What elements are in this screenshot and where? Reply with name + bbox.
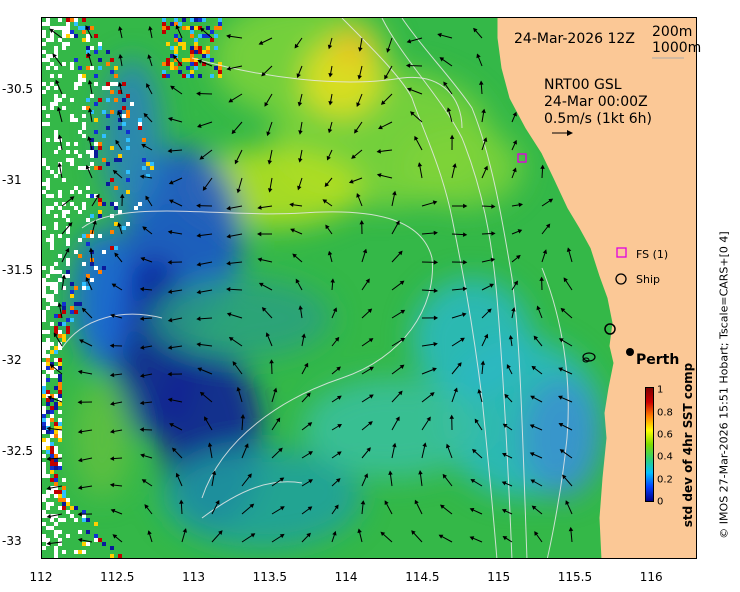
sst-field: [42, 18, 696, 558]
y-tick-label: -32.5: [2, 443, 34, 458]
current-title: NRT00 GSL: [544, 77, 622, 93]
colorbar-tick: 0.4: [657, 451, 673, 463]
x-tick-label: 114: [334, 570, 358, 584]
colorbar-tick: 0: [657, 496, 664, 508]
colorbar-tick: 0.2: [657, 474, 673, 486]
fs-legend-icon: [616, 247, 627, 258]
current-scale-arrow-head: [567, 130, 573, 136]
fs-legend-label: FS (1): [636, 248, 669, 261]
ship-legend-icon: [615, 273, 627, 285]
x-tick-label: 112: [29, 570, 53, 584]
colorbar-tick: 0.6: [657, 429, 673, 441]
current-vectors: [46, 24, 574, 546]
x-tick-label: 116: [639, 570, 663, 584]
perth-label: Perth: [636, 352, 680, 368]
x-tick-label: 113: [182, 570, 205, 584]
y-tick-label: -33: [2, 533, 22, 548]
x-tick-label: 114.5: [405, 570, 440, 584]
colorbar-label: std dev of 4hr SST comp: [681, 362, 695, 528]
current-time: 24-Mar 00:00Z: [544, 94, 648, 110]
x-tick-label: 112.5: [100, 570, 135, 584]
colorbar-tick: 0.8: [657, 407, 673, 419]
y-tick-label: -31: [2, 172, 22, 187]
y-tick-label: -32: [2, 353, 22, 368]
x-tick-label: 115.5: [557, 570, 593, 584]
ship-legend-label: Ship: [636, 273, 660, 286]
colorbar: [645, 387, 654, 502]
rottnest-island: [582, 352, 596, 363]
credit-text: © IMOS 27-Mar-2026 15:51 Hobart; Tscale=…: [717, 231, 731, 539]
x-tick-label: 115: [487, 570, 511, 584]
contour-label-1000m: 1000m: [652, 40, 702, 56]
date-label: 24-Mar-2026 12Z: [514, 31, 635, 47]
ship-marker: [604, 323, 616, 335]
colorbar-tick: 1: [657, 384, 664, 396]
y-tick-label: -31.5: [2, 262, 34, 277]
contour-label-200m: 200m: [652, 24, 693, 40]
current-scale-label: 0.5m/s (1kt 6h): [544, 111, 653, 127]
perth-city-marker: [626, 348, 634, 356]
y-tick-label: -30.5: [2, 82, 34, 97]
x-tick-label: 113.5: [252, 570, 288, 584]
fs-marker: [517, 153, 527, 163]
